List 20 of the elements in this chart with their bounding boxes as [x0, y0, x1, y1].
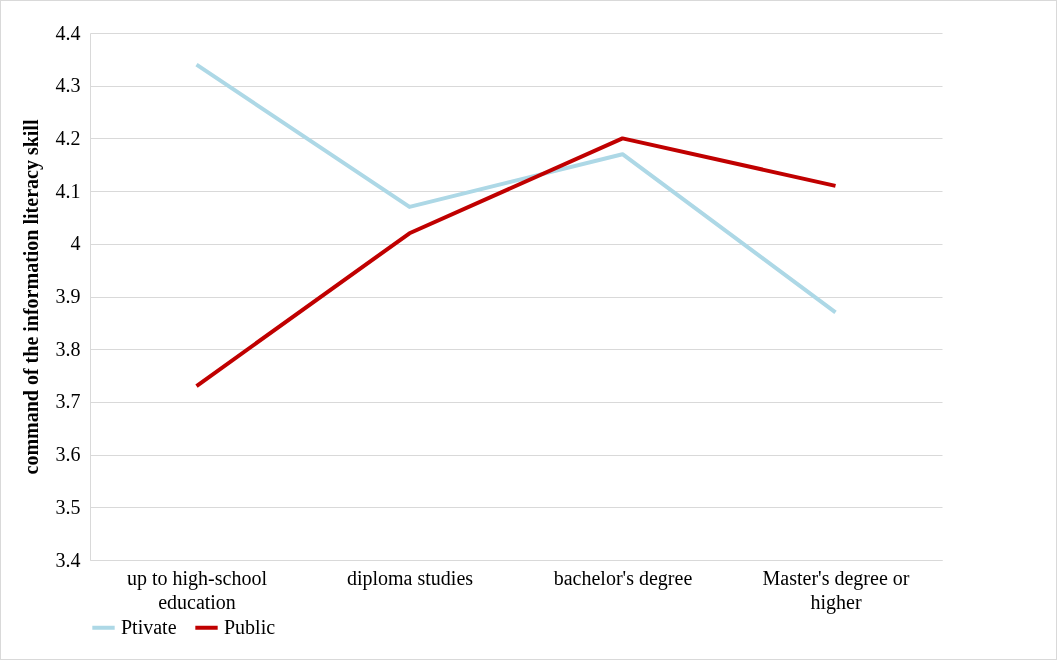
y-tick-label: 4.4	[55, 21, 81, 44]
x-tick-label: diploma studies	[346, 566, 474, 590]
y-tick-label: 4.3	[55, 74, 81, 97]
y-tick-label: 3.5	[55, 495, 81, 518]
y-tick-label: 4.2	[55, 126, 81, 149]
y-axis-title: command of the information literacy skill	[19, 119, 43, 475]
y-tick-label: 4	[70, 232, 81, 255]
x-tick-label: Master's degree or higher	[762, 566, 910, 614]
line-series	[194, 62, 838, 315]
line-series	[194, 136, 838, 389]
x-tick-label: up to high-school education	[127, 566, 268, 613]
x-tick-label: bachelor's degree	[553, 566, 693, 590]
legend-label: Public	[224, 615, 276, 638]
y-tick-label: 4.1	[55, 179, 81, 202]
y-tick-label: 3.9	[55, 285, 81, 307]
y-tick-label: 3.8	[55, 337, 81, 360]
y-tick-label: 3.6	[55, 443, 81, 466]
legend-label: Ptivate	[121, 615, 177, 638]
y-tick-label: 3.4	[55, 548, 81, 571]
y-tick-label: 3.7	[55, 390, 81, 413]
